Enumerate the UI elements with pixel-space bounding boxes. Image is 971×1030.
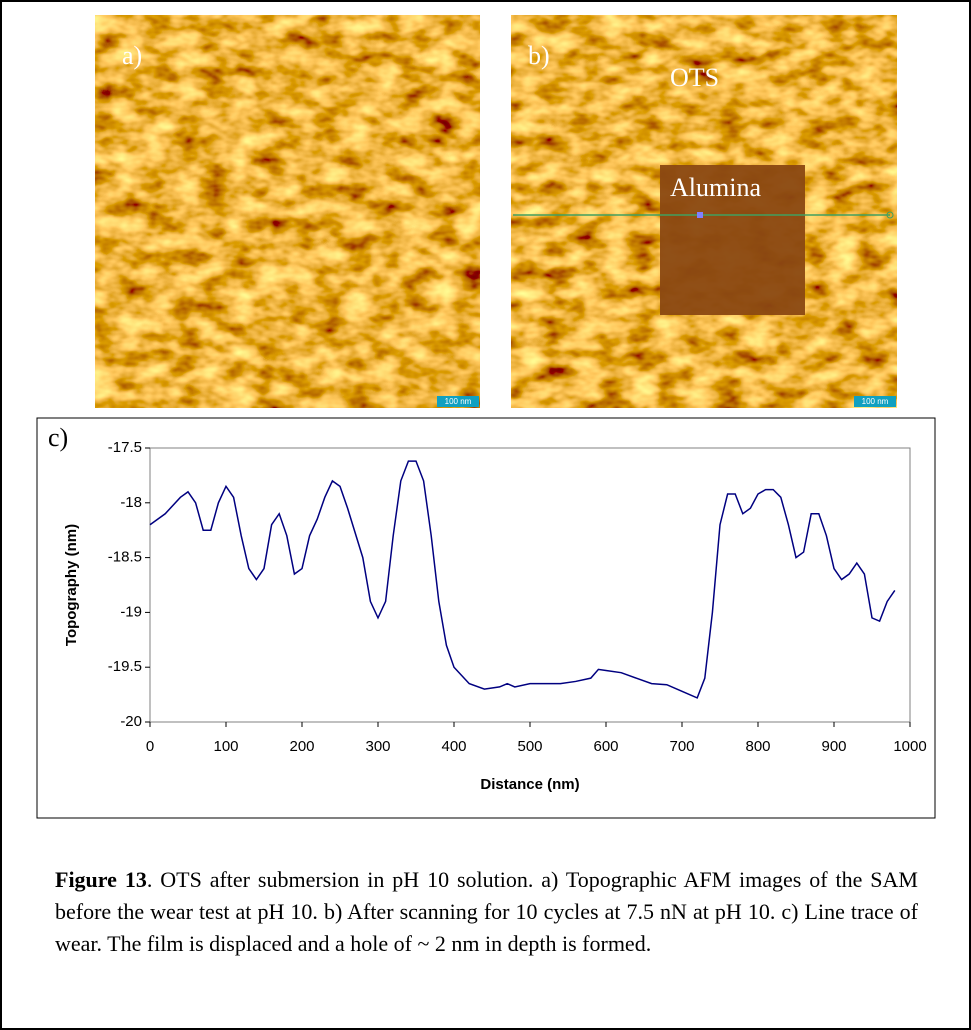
trace-end: [886, 211, 894, 219]
y-tick-label: -17.5: [108, 439, 142, 456]
scale-bar-label: 100 nm: [862, 397, 889, 406]
y-tick-label: -19: [120, 603, 142, 620]
caption-label: Figure 13: [55, 867, 147, 892]
x-axis-title: Distance (nm): [480, 776, 579, 793]
data-line: [149, 460, 896, 699]
caption: Figure 13. OTS after submersion in pH 10…: [55, 864, 918, 960]
region-label: Alumina: [670, 173, 761, 202]
afm-texture-a: [95, 15, 480, 408]
x-tick-label: 100: [213, 738, 238, 755]
scale-bar-label: 100 nm: [445, 397, 472, 406]
trace-marker: [697, 212, 703, 218]
x-tick-label: 600: [593, 738, 618, 755]
x-tick-label: 700: [669, 738, 694, 755]
caption-text: . OTS after submersion in pH 10 solution…: [55, 867, 918, 956]
x-tick-label: 400: [441, 738, 466, 755]
panel-label: b): [528, 41, 550, 70]
panel-label: a): [122, 41, 142, 70]
worn-area: [660, 165, 805, 315]
y-tick-label: -20: [120, 713, 142, 730]
scale-bar: [437, 396, 479, 407]
region-label: OTS: [670, 63, 719, 92]
x-tick-label: 900: [821, 738, 846, 755]
y-tick-label: -18.5: [108, 549, 142, 566]
panel-label: c): [48, 423, 68, 452]
x-tick-label: 0: [146, 738, 154, 755]
y-axis-title: Topography (nm): [63, 524, 80, 646]
y-tick-label: -19.5: [108, 658, 142, 675]
x-tick-label: 500: [517, 738, 542, 755]
x-tick-label: 800: [745, 738, 770, 755]
x-tick-label: 1000: [893, 738, 926, 755]
y-tick-label: -18: [120, 494, 142, 511]
x-tick-label: 300: [365, 738, 390, 755]
x-tick-label: 200: [289, 738, 314, 755]
scale-bar: [854, 396, 896, 407]
chart-frame: [36, 417, 936, 819]
